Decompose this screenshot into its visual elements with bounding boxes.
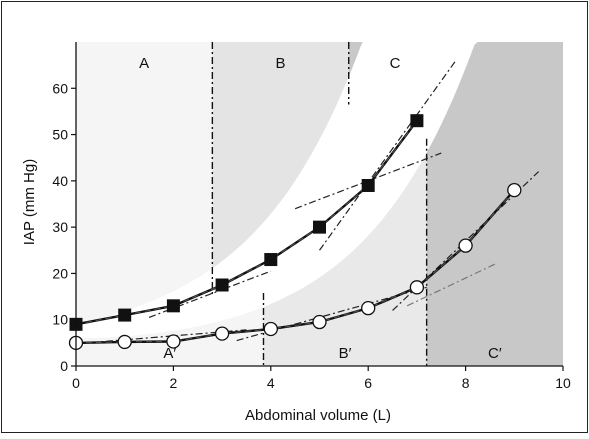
series-1-point-4 — [263, 321, 278, 337]
y-tick-label-2: 20 — [52, 265, 68, 281]
x-tick-label-5: 10 — [555, 375, 571, 391]
series-0-point-1 — [118, 308, 132, 322]
region-label-5: C′ — [488, 345, 502, 362]
y-tick-label-3: 30 — [52, 219, 68, 235]
series-1-point-8 — [458, 238, 473, 253]
region-label-0: A — [139, 55, 149, 72]
x-axis-label: Abdominal volume (L) — [245, 407, 391, 424]
series-0-point-6 — [361, 178, 375, 192]
x-tick-label-4: 8 — [462, 375, 470, 391]
series-1-point-9 — [507, 182, 522, 198]
region-5-shade — [426, 42, 563, 366]
series-1-point-6 — [361, 300, 376, 316]
series-1-point-2 — [166, 334, 181, 349]
x-tick-label-1: 2 — [170, 375, 178, 391]
series-0-point-2 — [166, 299, 180, 313]
series-0-point-3 — [215, 278, 229, 292]
axes: 0 2 4 6 8 10 0 10 20 30 40 50 60 — [52, 42, 571, 391]
region-0-shade — [76, 42, 213, 325]
series-1-point-5 — [312, 314, 327, 330]
y-tick-label-4: 40 — [52, 173, 68, 189]
data-series — [68, 114, 522, 351]
shaded-regions — [76, 42, 563, 366]
region-2-shade — [348, 42, 442, 77]
series-0-point-4 — [264, 253, 278, 267]
region-label-4: B′ — [339, 345, 352, 362]
y-tick-label-1: 10 — [52, 312, 68, 328]
x-tick-label-3: 6 — [364, 375, 372, 391]
series-0-line — [75, 119, 418, 326]
y-tick-label-0: 0 — [60, 358, 68, 374]
series-1-point-7 — [409, 280, 425, 295]
y-axis-label: IAP (mm Hg) — [21, 159, 38, 245]
series-0-point-7 — [410, 114, 424, 128]
region-1-shade — [212, 42, 349, 269]
x-tick-label-2: 4 — [267, 375, 275, 391]
tangent-line-5 — [406, 263, 496, 307]
series-1-dashed-fit — [75, 189, 515, 344]
region-4-shade — [263, 152, 427, 366]
x-tick-label-0: 0 — [72, 375, 80, 391]
series-1-point-1 — [117, 334, 132, 350]
series-1-point-3 — [214, 326, 230, 341]
region-label-1: B — [276, 55, 286, 72]
region-label-3: A′ — [163, 345, 176, 362]
region-labels: A B C A′ B′ C′ — [139, 55, 502, 362]
y-tick-label-5: 50 — [52, 127, 68, 143]
region-label-2: C — [390, 55, 401, 72]
y-tick-label-6: 60 — [52, 80, 68, 96]
series-0-point-5 — [313, 220, 326, 234]
tangent-line-3 — [75, 329, 247, 345]
tangent-line-2 — [319, 60, 457, 251]
